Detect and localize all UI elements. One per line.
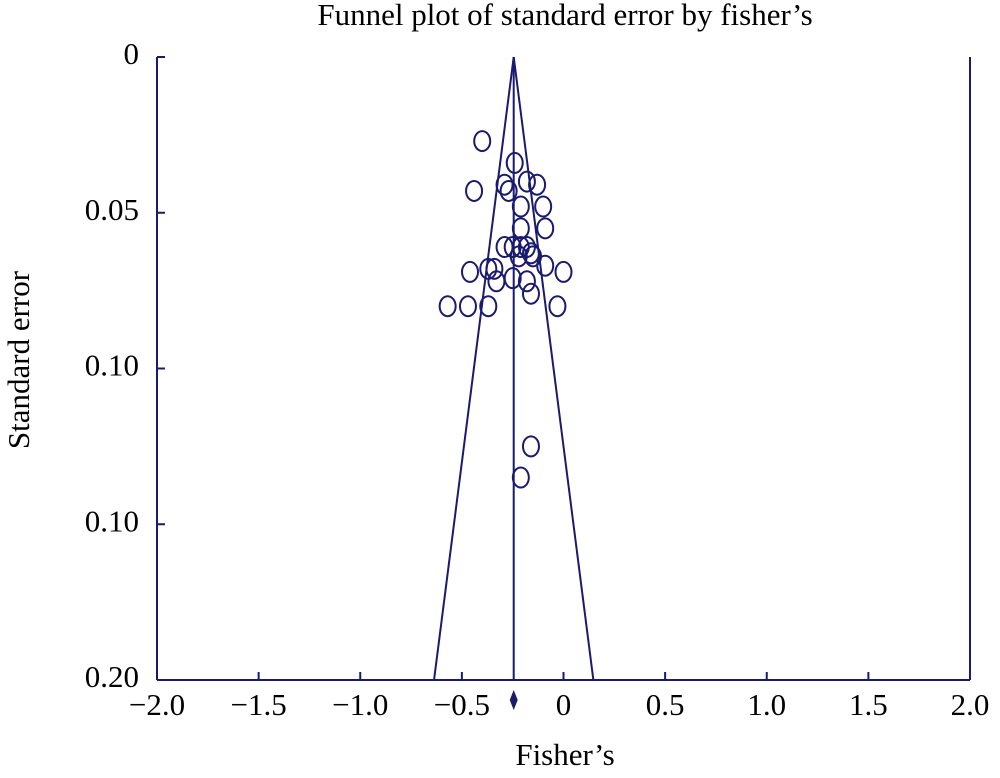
x-tick-label: −2.0 — [129, 687, 185, 722]
y-tick-label: 0.10 — [85, 348, 139, 383]
x-axis-label: Fisher’s — [515, 737, 614, 772]
pooled-diamond — [509, 690, 518, 710]
x-tick-label: −1.0 — [332, 687, 388, 722]
x-tick-label: −1.5 — [231, 687, 287, 722]
study-point — [536, 254, 555, 277]
x-tick-label: 1.5 — [849, 687, 888, 722]
study-point — [509, 245, 528, 268]
study-point — [517, 170, 536, 193]
study-point — [458, 295, 477, 318]
study-point — [438, 295, 457, 318]
x-tick-label: 0.5 — [646, 687, 685, 722]
study-point — [511, 217, 530, 240]
study-point — [499, 179, 518, 202]
study-point — [461, 260, 480, 283]
study-point — [521, 242, 540, 265]
y-tick-label: 0.20 — [85, 659, 139, 694]
study-point — [534, 195, 553, 218]
x-tick-label: −0.5 — [434, 687, 490, 722]
study-point — [528, 173, 547, 196]
chart-title: Funnel plot of standard error by fisher’… — [317, 0, 812, 32]
study-point — [548, 295, 567, 318]
study-point — [554, 260, 573, 283]
study-point — [505, 151, 524, 174]
study-point — [487, 270, 506, 293]
study-point — [517, 270, 536, 293]
study-point — [485, 257, 504, 280]
study-point — [503, 267, 522, 290]
y-axis-label: Standard error — [1, 270, 36, 449]
study-point — [521, 282, 540, 305]
y-tick-label: 0 — [124, 36, 140, 71]
y-tick-label: 0.05 — [85, 192, 139, 227]
study-point — [473, 130, 492, 153]
y-tick-label: 0.10 — [85, 503, 139, 538]
study-point — [511, 466, 530, 489]
funnel-right — [512, 56, 595, 681]
study-point — [465, 179, 484, 202]
funnel-left — [433, 56, 515, 681]
x-tick-label: 2.0 — [951, 687, 990, 722]
x-tick-label: 0 — [556, 687, 572, 722]
study-point — [536, 217, 555, 240]
study-point — [495, 173, 514, 196]
study-point — [511, 195, 530, 218]
study-point — [479, 295, 498, 318]
x-tick-label: 1.0 — [747, 687, 786, 722]
study-point — [521, 435, 540, 458]
